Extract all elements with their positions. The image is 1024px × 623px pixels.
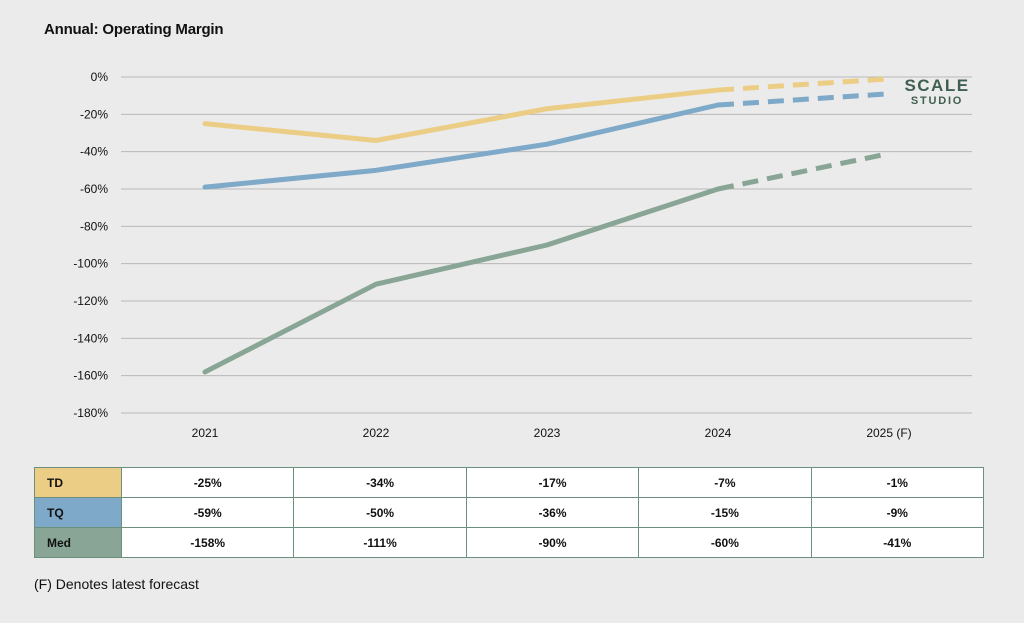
y-tick-label: -120% <box>73 294 108 308</box>
series-forecast-line-tq <box>717 91 890 108</box>
x-tick-label: 2021 <box>192 426 219 440</box>
y-tick-label: -180% <box>73 406 108 420</box>
table-cell: -25% <box>120 467 295 498</box>
series-forecast-line-td <box>717 76 890 93</box>
table-row: TQ -59% -50% -36% -15% -9% <box>34 497 985 528</box>
y-tick-label: -140% <box>73 331 108 345</box>
table-cell: -90% <box>465 527 640 558</box>
table-cell: -60% <box>638 527 812 558</box>
series-line-med <box>202 186 721 375</box>
y-tick-label: -40% <box>80 145 108 159</box>
table-cell: -59% <box>120 497 295 528</box>
table-cell: -15% <box>638 497 812 528</box>
series-lines <box>202 76 890 375</box>
series-line-td <box>202 87 721 143</box>
x-tick-label: 2023 <box>534 426 561 440</box>
x-tick-label: 2025 (F) <box>866 426 911 440</box>
y-tick-label: -20% <box>80 107 108 121</box>
series-line-tq <box>202 102 721 190</box>
table-cell: -158% <box>120 527 295 558</box>
table-cell: -1% <box>810 467 985 498</box>
chart-title: Annual: Operating Margin <box>44 21 224 38</box>
y-tick-label: -100% <box>73 257 108 271</box>
y-axis-ticks: 0% -20% -40% -60% -80% -100% -120% -140% -160% -1… <box>73 70 108 420</box>
table-cell: -17% <box>465 467 640 498</box>
x-tick-label: 2022 <box>363 426 390 440</box>
table-cell: -41% <box>810 527 985 558</box>
table-cell: -9% <box>810 497 985 528</box>
series-forecast-line-med <box>717 151 890 192</box>
x-axis-ticks: 2021 2022 2023 2024 2025 (F) <box>192 426 912 440</box>
table-cell: -50% <box>293 497 467 528</box>
table-row-label: TD <box>34 467 122 498</box>
table-row-label: Med <box>34 527 122 558</box>
table-cell: -7% <box>638 467 812 498</box>
data-table: TD -25% -34% -17% -7% -1% TQ -59% -50% -36% -15% -9… <box>34 467 985 558</box>
x-tick-label: 2024 <box>705 426 732 440</box>
table-row: Med -158% -111% -90% -60% -41% <box>34 527 985 558</box>
table-cell: -36% <box>465 497 640 528</box>
table-cell: -34% <box>293 467 467 498</box>
y-tick-label: -160% <box>73 369 108 383</box>
scale-studio-logo: SCALE STUDIO <box>904 76 970 107</box>
table-row-label: TQ <box>34 497 122 528</box>
gridlines <box>121 76 972 414</box>
footnote: (F) Denotes latest forecast <box>34 576 199 592</box>
line-chart: 0% -20% -40% -60% -80% -100% -120% -140% -160% -1… <box>73 70 972 440</box>
y-tick-label: -60% <box>80 182 108 196</box>
y-tick-label: -80% <box>80 219 108 233</box>
table-cell: -111% <box>293 527 467 558</box>
y-tick-label: 0% <box>91 70 109 84</box>
table-row: TD -25% -34% -17% -7% -1% <box>34 467 985 498</box>
